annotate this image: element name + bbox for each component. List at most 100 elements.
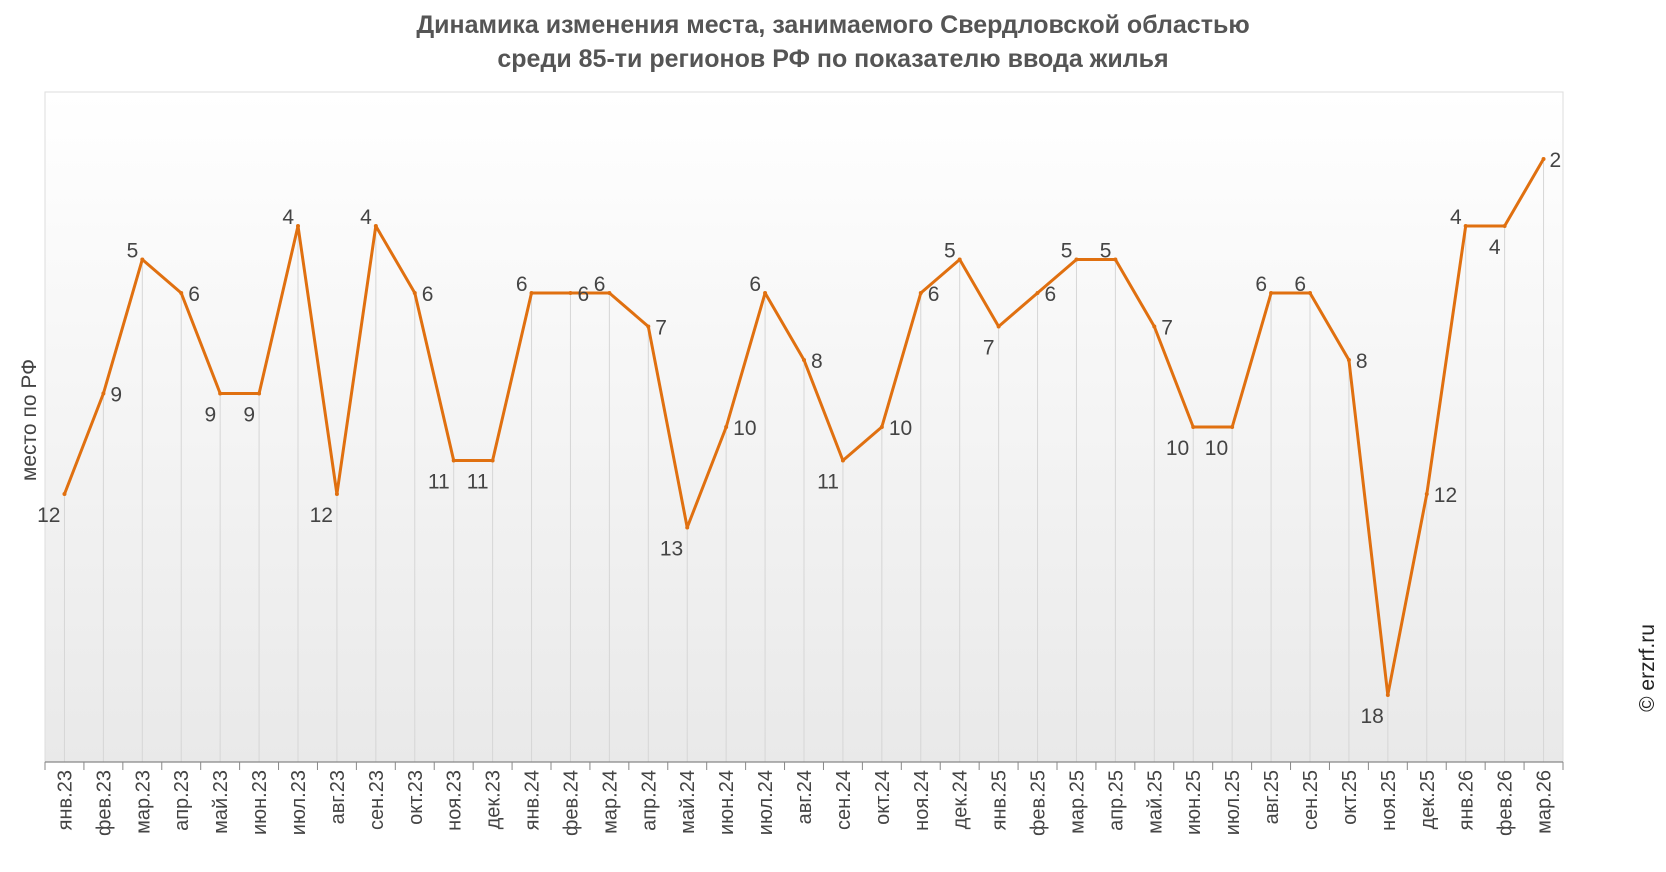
data-point (1463, 224, 1468, 228)
data-label: 18 (1360, 705, 1383, 728)
x-tick-label: дек.23 (483, 770, 505, 829)
chart-title-line-2: среди 85-ти регионов РФ по показателю вв… (497, 45, 1169, 73)
data-point (1074, 257, 1079, 262)
x-tick-label: мар.23 (132, 770, 154, 834)
data-label: 6 (928, 283, 940, 306)
data-label: 7 (1161, 317, 1173, 340)
data-label: 9 (110, 384, 122, 407)
x-tick-label: янв.24 (522, 770, 544, 830)
data-label: 9 (204, 404, 216, 427)
data-point (1424, 492, 1429, 496)
data-label: 12 (310, 504, 333, 527)
data-label: 10 (733, 417, 756, 440)
x-tick-label: фев.24 (560, 770, 582, 836)
chart-title-line-1: Динамика изменения места, занимаемого Св… (416, 11, 1250, 39)
data-label: 5 (1100, 240, 1112, 263)
data-label: 6 (1255, 273, 1267, 296)
x-tick-label: май.23 (210, 770, 232, 834)
data-point (918, 291, 923, 295)
data-point (763, 291, 768, 295)
data-point (1385, 693, 1390, 697)
x-tick-label: апр.24 (638, 770, 660, 831)
x-tick-label: янв.25 (989, 770, 1011, 830)
x-tick-label: авг.25 (1261, 770, 1283, 824)
x-tick-label: июн.23 (249, 770, 271, 835)
data-point (1502, 224, 1507, 228)
data-label: 5 (127, 240, 139, 263)
data-label: 4 (282, 206, 294, 229)
data-label: 7 (655, 317, 667, 340)
data-label: 8 (811, 350, 823, 373)
data-point (334, 492, 339, 496)
data-point (412, 291, 417, 295)
x-tick-label: фев.23 (93, 770, 115, 836)
x-tick-label: июл.25 (1222, 770, 1244, 835)
x-tick-label: сен.23 (366, 770, 388, 830)
data-point (140, 257, 145, 262)
data-label: 6 (594, 273, 606, 296)
x-tick-label: мар.24 (599, 770, 621, 834)
data-label: 5 (944, 240, 956, 263)
x-tick-label: окт.24 (872, 770, 894, 825)
data-point (296, 224, 300, 228)
data-point (802, 358, 806, 362)
data-label: 9 (243, 404, 255, 427)
data-point (646, 324, 651, 329)
data-point (1035, 291, 1040, 295)
data-point (996, 324, 1001, 329)
data-label: 6 (1294, 273, 1306, 296)
x-tick-label: дек.24 (950, 770, 972, 829)
data-label: 11 (467, 471, 489, 494)
data-label: 11 (428, 471, 450, 494)
data-point (529, 291, 534, 295)
x-tick-label: окт.25 (1339, 770, 1361, 825)
x-tick-label: сен.24 (833, 770, 855, 830)
data-point (568, 291, 573, 295)
x-tick-label: авг.23 (327, 770, 349, 824)
x-tick-label: ноя.25 (1378, 770, 1400, 831)
data-label: 6 (422, 283, 434, 306)
x-tick-label: июн.24 (716, 770, 738, 835)
data-label: 8 (1356, 350, 1368, 373)
x-tick-label: фев.25 (1028, 770, 1050, 836)
x-tick-label: июл.23 (288, 770, 310, 835)
data-point (1308, 291, 1312, 295)
data-point (1113, 257, 1118, 262)
x-tick-label: мар.26 (1534, 770, 1556, 834)
data-point (101, 391, 106, 396)
x-tick-label: июн.25 (1183, 770, 1205, 835)
x-tick-label: ноя.23 (444, 770, 466, 831)
data-point (1191, 425, 1196, 429)
data-point (373, 224, 378, 228)
data-label: 6 (188, 283, 200, 306)
data-label: 10 (889, 417, 912, 440)
data-label: 4 (360, 206, 372, 229)
data-point (879, 425, 884, 429)
chart-title: Динамика изменения места, занимаемого Св… (0, 8, 1666, 76)
x-tick-label: май.24 (677, 770, 699, 834)
x-tick-label: сен.25 (1300, 770, 1322, 830)
data-point (724, 425, 729, 429)
data-point (1152, 324, 1157, 329)
data-label: 10 (1166, 437, 1189, 460)
x-tick-label: фев.26 (1495, 770, 1517, 836)
data-label: 5 (1061, 240, 1073, 263)
data-label: 13 (660, 538, 683, 561)
data-point (840, 458, 845, 463)
data-label: 6 (1045, 283, 1057, 306)
x-tick-label: апр.23 (171, 770, 193, 831)
data-point (957, 257, 962, 262)
x-tick-label: авг.24 (794, 770, 816, 824)
data-point (257, 391, 262, 396)
x-tick-label: апр.25 (1105, 770, 1127, 831)
data-label: 2 (1550, 149, 1562, 172)
x-tick-label: янв.23 (54, 770, 76, 830)
data-point (490, 458, 495, 463)
data-label: 11 (817, 471, 839, 494)
data-label: 6 (749, 273, 761, 296)
data-label: 10 (1205, 437, 1228, 460)
data-label: 12 (1434, 484, 1457, 507)
data-point (451, 458, 456, 463)
data-point (1230, 425, 1235, 429)
